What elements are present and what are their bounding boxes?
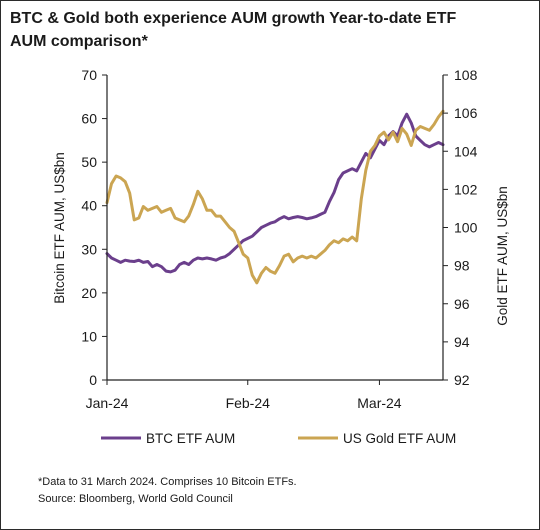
gold-series-line [105, 109, 445, 285]
right-axis-title: Gold ETF AUM, US$bn [495, 186, 510, 326]
left-tick-label: 50 [81, 154, 97, 170]
right-tick-label: 92 [454, 372, 470, 388]
left-tick-label: 30 [81, 241, 97, 257]
chart-title: BTC & Gold both experience AUM growth Ye… [10, 10, 457, 50]
left-tick-label: 70 [81, 67, 97, 83]
right-tick-label: 94 [454, 334, 470, 350]
left-tick-label: 0 [89, 372, 97, 388]
right-tick-label: 108 [454, 67, 478, 83]
x-axis-ticks: Jan-24 Feb-24 Mar-24 [86, 380, 402, 411]
left-tick-label: 60 [81, 111, 97, 127]
series-layer [105, 109, 445, 285]
right-tick-label: 96 [454, 296, 470, 312]
right-tick-label: 104 [454, 143, 478, 159]
left-tick-label: 20 [81, 285, 97, 301]
chart-notes: *Data to 31 March 2024. Comprises 10 Bit… [38, 474, 297, 508]
right-tick-label: 98 [454, 258, 470, 274]
footnote: *Data to 31 March 2024. Comprises 10 Bit… [38, 476, 297, 488]
x-tick-label: Feb-24 [226, 395, 271, 411]
left-axis-title: Bitcoin ETF AUM, US$bn [52, 152, 67, 304]
legend-btc-label: BTC ETF AUM [146, 431, 235, 446]
btc-series-line [105, 112, 445, 274]
x-tick-label: Mar-24 [357, 395, 402, 411]
x-tick-label: Jan-24 [86, 395, 129, 411]
legend-gold-label: US Gold ETF AUM [343, 431, 456, 446]
left-axis-ticks: 0 10 20 30 40 50 60 70 [81, 67, 107, 388]
left-tick-label: 40 [81, 198, 97, 214]
left-tick-label: 10 [81, 328, 97, 344]
right-tick-label: 102 [454, 181, 478, 197]
right-tick-label: 106 [454, 105, 478, 121]
right-tick-label: 100 [454, 220, 478, 236]
source-note: Source: Bloomberg, World Gold Council [38, 493, 233, 505]
right-axis-ticks: 92 94 96 98 100 102 104 106 108 [443, 67, 478, 388]
